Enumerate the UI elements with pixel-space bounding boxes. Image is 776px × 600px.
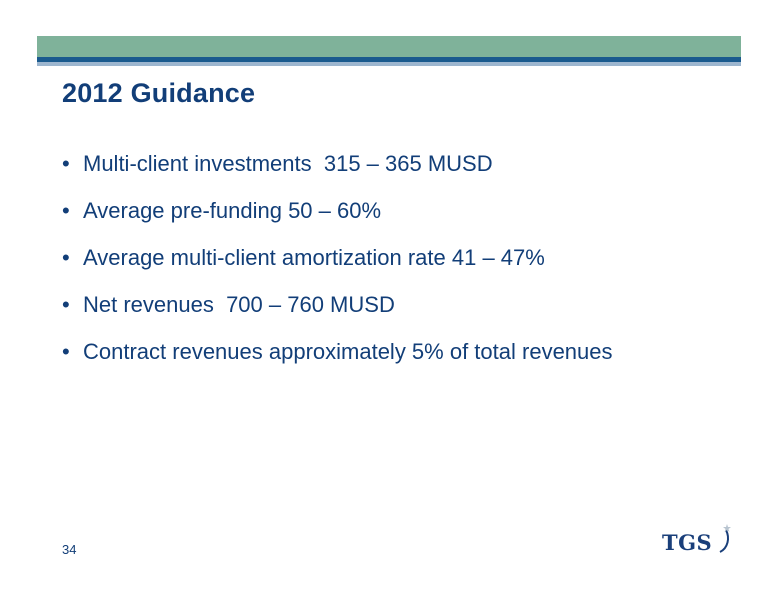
bullet-item: • Contract revenues approximately 5% of t… [62, 338, 613, 385]
header-band [37, 36, 741, 57]
bullet-item: • Multi-client investments 315 – 365 MUSD [62, 150, 613, 197]
bullet-text: Multi-client investments 315 – 365 MUSD [83, 151, 493, 176]
bullet-item: • Average pre-funding 50 – 60% [62, 197, 613, 244]
bullet-item: • Average multi-client amortization rate … [62, 244, 613, 291]
company-logo: TGS [662, 522, 732, 558]
bullet-text: Contract revenues approximately 5% of to… [83, 339, 613, 364]
bullet-dot-icon: • [62, 292, 70, 317]
header-rule-shadow [37, 62, 741, 66]
bullet-item: • Net revenues 700 – 760 MUSD [62, 291, 613, 338]
bullet-text: Average multi-client amortization rate 4… [83, 245, 545, 270]
bullet-dot-icon: • [62, 339, 70, 364]
bullet-text: Average pre-funding 50 – 60% [83, 198, 382, 223]
page-number: 34 [62, 542, 77, 557]
logo-text: TGS [662, 530, 713, 555]
header-rule [37, 57, 741, 62]
bullet-list: • Multi-client investments 315 – 365 MUSD… [62, 150, 613, 385]
logo-swoosh-icon [719, 524, 731, 553]
bullet-dot-icon: • [62, 198, 70, 223]
slide-title: 2012 Guidance [62, 78, 256, 108]
bullet-dot-icon: • [62, 151, 70, 176]
bullet-dot-icon: • [62, 245, 70, 270]
bullet-text: Net revenues 700 – 760 MUSD [83, 292, 395, 317]
